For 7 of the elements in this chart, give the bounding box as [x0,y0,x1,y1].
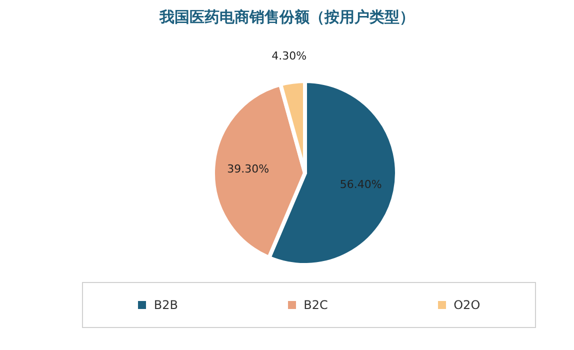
chart-title: 我国医药电商销售份额（按用户类型） [158,8,416,27]
legend-label: B2B [154,298,178,312]
data-label: 39.30% [227,162,270,176]
legend-label: B2C [304,298,328,312]
data-label: 56.40% [340,178,382,191]
data-label: 4.30% [272,50,307,63]
legend-label: O2O [454,298,480,312]
